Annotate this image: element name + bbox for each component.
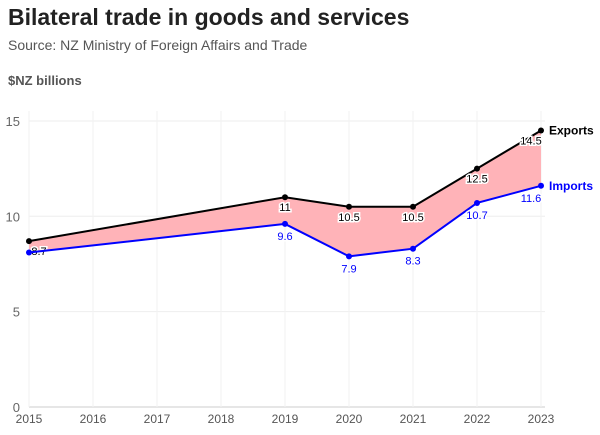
- data-label: 10.7: [466, 210, 487, 222]
- point-imports: [410, 245, 416, 252]
- point-imports: [26, 249, 32, 256]
- point-imports: [282, 220, 288, 227]
- line-exports: [28, 129, 542, 243]
- x-tick-label: 2016: [80, 412, 107, 426]
- point-exports: [538, 127, 544, 134]
- x-tick-label: 2023: [528, 412, 555, 426]
- data-label: 7.9: [341, 263, 356, 275]
- data-label: 8.3: [405, 256, 420, 268]
- x-tick-label: 2017: [144, 412, 171, 426]
- point-exports: [346, 203, 352, 210]
- x-tick-label: 2015: [16, 412, 43, 426]
- data-label: 10.5: [338, 212, 359, 224]
- point-imports: [474, 199, 480, 206]
- data-label: 10.5: [402, 212, 423, 224]
- point-imports: [346, 253, 352, 260]
- data-label: 14.5: [520, 135, 541, 147]
- point-exports: [26, 238, 32, 245]
- y-tick-label: 5: [13, 305, 20, 320]
- point-imports: [538, 182, 544, 189]
- chart-title: Bilateral trade in goods and services: [8, 4, 410, 30]
- y-axis-label: $NZ billions: [8, 73, 82, 88]
- x-tick-label: 2022: [464, 412, 491, 426]
- legend-exports: Exports: [549, 123, 594, 137]
- point-exports: [474, 165, 480, 172]
- y-tick-label: 0: [13, 400, 20, 415]
- data-label: 11: [279, 202, 290, 214]
- x-tick-label: 2021: [400, 412, 427, 426]
- x-tick-label: 2020: [336, 412, 363, 426]
- y-tick-label: 10: [6, 209, 20, 224]
- chart-subtitle: Source: NZ Ministry of Foreign Affairs a…: [8, 37, 308, 53]
- point-exports: [282, 194, 288, 201]
- line-imports: [28, 184, 542, 258]
- data-label: 9.6: [277, 231, 292, 243]
- y-tick-label: 15: [6, 114, 20, 129]
- data-label: 11.6: [521, 193, 542, 205]
- x-tick-label: 2018: [208, 412, 235, 426]
- x-tick-label: 2019: [272, 412, 299, 426]
- area-between: [29, 130, 541, 257]
- point-exports: [410, 203, 416, 210]
- data-label: 12.5: [466, 174, 487, 186]
- legend-imports: Imports: [549, 179, 593, 193]
